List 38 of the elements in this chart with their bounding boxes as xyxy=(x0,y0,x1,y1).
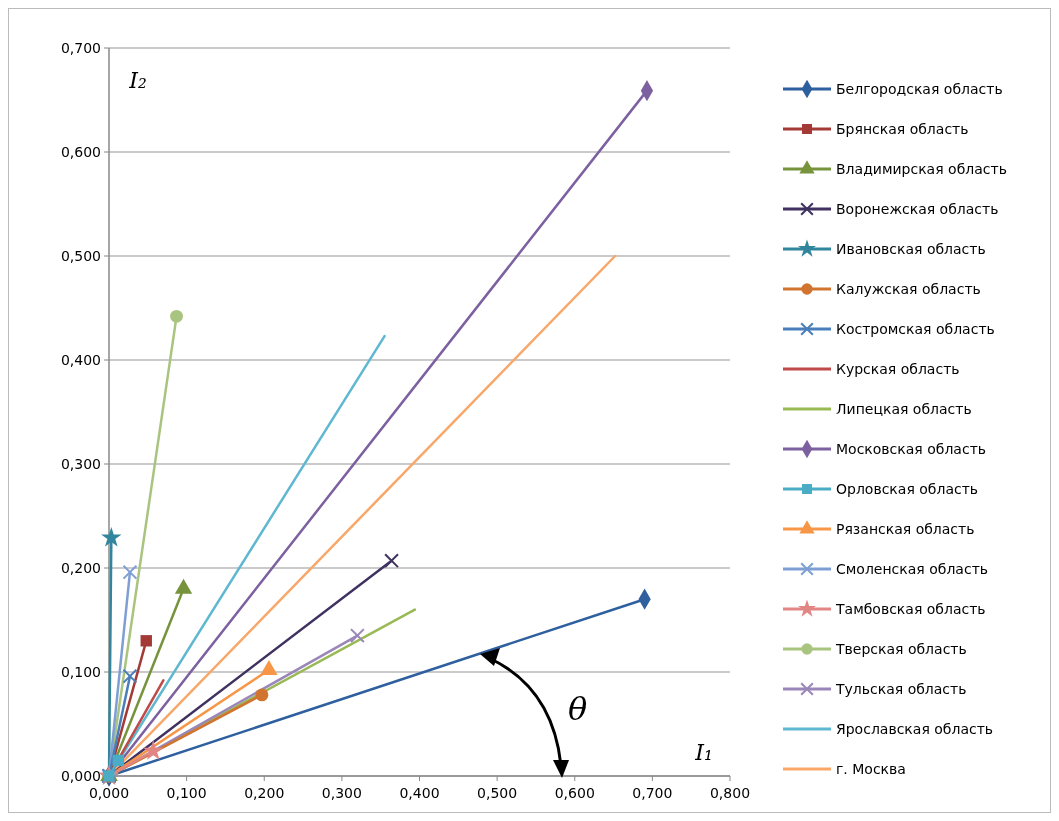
legend-label: г. Москва xyxy=(836,760,906,777)
legend-label: Воронежская область xyxy=(836,200,999,217)
x-tick-label: 0,100 xyxy=(166,785,207,801)
legend-label: Московская область xyxy=(836,440,987,457)
x-axis-title: I₁ xyxy=(694,740,713,765)
legend-label: Брянская область xyxy=(836,120,969,137)
legend-label: Ярославская область xyxy=(836,720,994,737)
x-tick-label: 0,800 xyxy=(709,785,751,801)
legend-label: Смоленская область xyxy=(836,560,989,577)
y-tick-label: 0,700 xyxy=(60,39,101,56)
legend-label: Тамбовская область xyxy=(835,600,986,617)
x-tick-label: 0,500 xyxy=(477,785,518,801)
y-tick-label: 0,100 xyxy=(60,663,101,680)
y-axis-title: I₂ xyxy=(128,68,147,93)
legend-label: Владимирская область xyxy=(836,160,1007,177)
x-tick-label: 0,400 xyxy=(399,785,440,801)
annotation: θ xyxy=(568,690,588,728)
legend-label: Рязанская область xyxy=(836,520,975,537)
legend-label: Калужская область xyxy=(836,280,981,297)
y-tick-label: 0,300 xyxy=(60,455,101,472)
legend-label: Тверская область xyxy=(835,640,967,657)
x-tick-label: 0,200 xyxy=(244,785,285,801)
legend-label: Костромская область xyxy=(836,320,995,337)
x-tick-label: 0,300 xyxy=(321,785,362,801)
x-tick-label: 0,700 xyxy=(632,785,673,801)
legend-label: Курская область xyxy=(836,360,960,377)
legend-label: Белгородская область xyxy=(836,80,1003,97)
y-tick-label: 0,500 xyxy=(60,247,101,264)
legend-label: Тульская область xyxy=(835,680,967,697)
x-tick-label: 0,600 xyxy=(554,785,595,801)
x-tick-label: 0,000 xyxy=(88,785,130,801)
y-tick-label: 0,000 xyxy=(60,767,101,784)
legend-label: Липецкая область xyxy=(836,400,972,417)
legend-label: Ивановская область xyxy=(836,240,986,257)
legend-label: Орловская область xyxy=(836,480,979,497)
y-tick-label: 0,400 xyxy=(60,351,101,368)
y-tick-label: 0,200 xyxy=(60,559,101,576)
y-tick-label: 0,600 xyxy=(60,143,101,160)
